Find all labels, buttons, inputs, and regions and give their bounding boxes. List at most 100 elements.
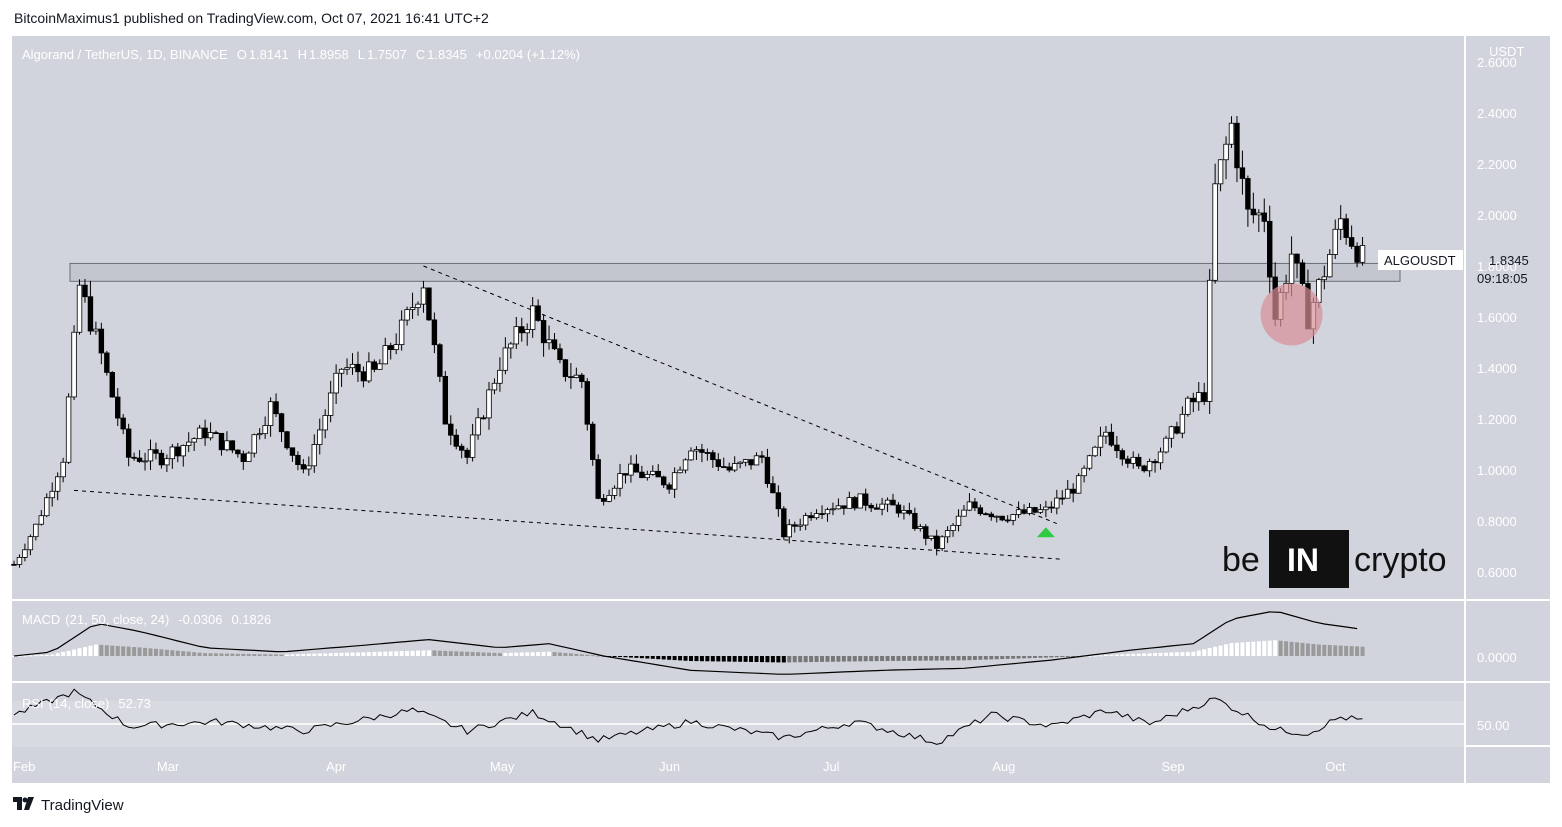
macd-histogram-bar [132, 647, 137, 656]
macd-histogram-bar [1043, 656, 1048, 658]
macd-histogram-bar [1289, 641, 1294, 656]
macd-histogram-bar [481, 652, 486, 656]
macd-histogram-bar [699, 656, 704, 662]
macd-histogram-bar [170, 650, 175, 656]
macd-histogram-bar [230, 653, 235, 656]
macd-histogram-bar [1016, 656, 1021, 659]
candle-up [835, 505, 842, 510]
macd-histogram-bar [399, 651, 404, 656]
candle-up [688, 450, 694, 461]
candle-down [431, 319, 438, 346]
price-axis-macd[interactable] [1466, 601, 1550, 681]
candle-up [846, 497, 853, 509]
candle-up [311, 444, 317, 467]
macd-histogram-bar [72, 649, 77, 656]
macd-histogram-bar [372, 651, 377, 656]
macd-histogram-bar [241, 653, 246, 656]
macd-histogram-bar [1169, 652, 1174, 656]
macd-histogram-bar [661, 656, 666, 660]
candle-up [1026, 507, 1033, 514]
candle-up [1332, 228, 1338, 255]
candle-down [759, 455, 765, 458]
price-axis-main[interactable] [1466, 36, 1550, 599]
macd-histogram-bar [557, 652, 562, 656]
macd-histogram-bar [1103, 655, 1108, 657]
macd-histogram-bar [645, 656, 650, 659]
candle-down [240, 453, 247, 462]
macd-histogram-bar [1191, 651, 1196, 656]
candle-up [1086, 455, 1093, 469]
candle-up [1157, 451, 1164, 464]
candle-down [1032, 507, 1038, 513]
candle-down [1250, 208, 1257, 216]
macd-histogram-bar [186, 651, 191, 656]
candle-down [764, 456, 771, 484]
publisher-line: BitcoinMaximus1 published on TradingView… [14, 10, 489, 26]
rsi-line [13, 688, 1363, 745]
macd-histogram-bar [1262, 640, 1267, 656]
macd-histogram-bar [978, 656, 983, 660]
macd-histogram-bar [1267, 640, 1272, 656]
macd-histogram-bar [1054, 656, 1059, 658]
macd-histogram-bar [284, 654, 289, 656]
candle-down [710, 452, 716, 461]
candle-down [448, 423, 454, 436]
price-axis-rsi[interactable] [1466, 683, 1550, 745]
macd-histogram-bar [246, 653, 251, 656]
macd-histogram-bar [394, 651, 399, 656]
macd-histogram-bar [181, 651, 186, 656]
macd-histogram-bar [1234, 642, 1239, 656]
macd-histogram-bar [459, 651, 464, 656]
chart-area[interactable]: Algorand / TetherUS, 1D, BINANCE O 1.8141 H… [0, 0, 1562, 790]
candle-up [1163, 437, 1169, 453]
candle-down [1070, 488, 1076, 494]
candle-down [655, 470, 661, 478]
macd-histogram-bar [274, 654, 279, 656]
candle-up [1043, 506, 1049, 511]
macd-histogram-bar [93, 644, 98, 656]
candle-up [306, 465, 312, 470]
macd-histogram-bar [1032, 656, 1037, 658]
candle-up [737, 461, 743, 464]
macd-histogram-bar [574, 653, 579, 656]
macd-histogram-bar [956, 656, 961, 661]
watermark-be: be [1222, 541, 1260, 579]
candle-down [289, 447, 296, 456]
candle-down [863, 493, 869, 506]
macd-histogram-bar [820, 656, 825, 662]
y-tick-label: 1.4000 [1477, 361, 1517, 376]
candle-up [1212, 183, 1218, 281]
macd-histogram-bar [798, 656, 803, 663]
candle-up [1146, 461, 1153, 472]
macd-histogram-bar [421, 650, 426, 656]
macd-histogram-bar [781, 656, 786, 663]
macd-histogram-bar [416, 650, 421, 656]
macd-histogram-bar [1278, 640, 1283, 656]
macd-pane[interactable] [12, 601, 1464, 681]
candle-up [338, 368, 345, 374]
candle-up [44, 497, 50, 517]
macd-histogram-bar [486, 652, 491, 656]
time-axis[interactable] [12, 747, 1464, 783]
candle-down [284, 431, 290, 449]
macd-histogram-bar [770, 656, 775, 663]
candle-down [1125, 458, 1131, 464]
macd-histogram [12, 640, 1365, 663]
y-tick-label: 1.2000 [1477, 412, 1517, 427]
price-tag: ALGOUSDT 1.8345 09:18:05 [1378, 250, 1529, 286]
main-pane[interactable] [12, 36, 1464, 599]
macd-histogram-bar [1136, 653, 1141, 656]
macd-histogram-bar [12, 656, 16, 657]
candle-up [1223, 143, 1229, 161]
candle-down [595, 459, 601, 499]
macd-histogram-bar [454, 651, 459, 656]
macd-histogram-bar [1065, 656, 1070, 657]
candle-down [82, 284, 88, 298]
candle-up [529, 305, 536, 330]
candle-down [202, 427, 208, 439]
candle-down [1152, 461, 1158, 464]
y-tick-label: 2.2000 [1477, 157, 1517, 172]
x-tick-label: Oct [1325, 759, 1346, 774]
candle-down [726, 466, 732, 471]
macd-histogram-bar [508, 652, 513, 656]
